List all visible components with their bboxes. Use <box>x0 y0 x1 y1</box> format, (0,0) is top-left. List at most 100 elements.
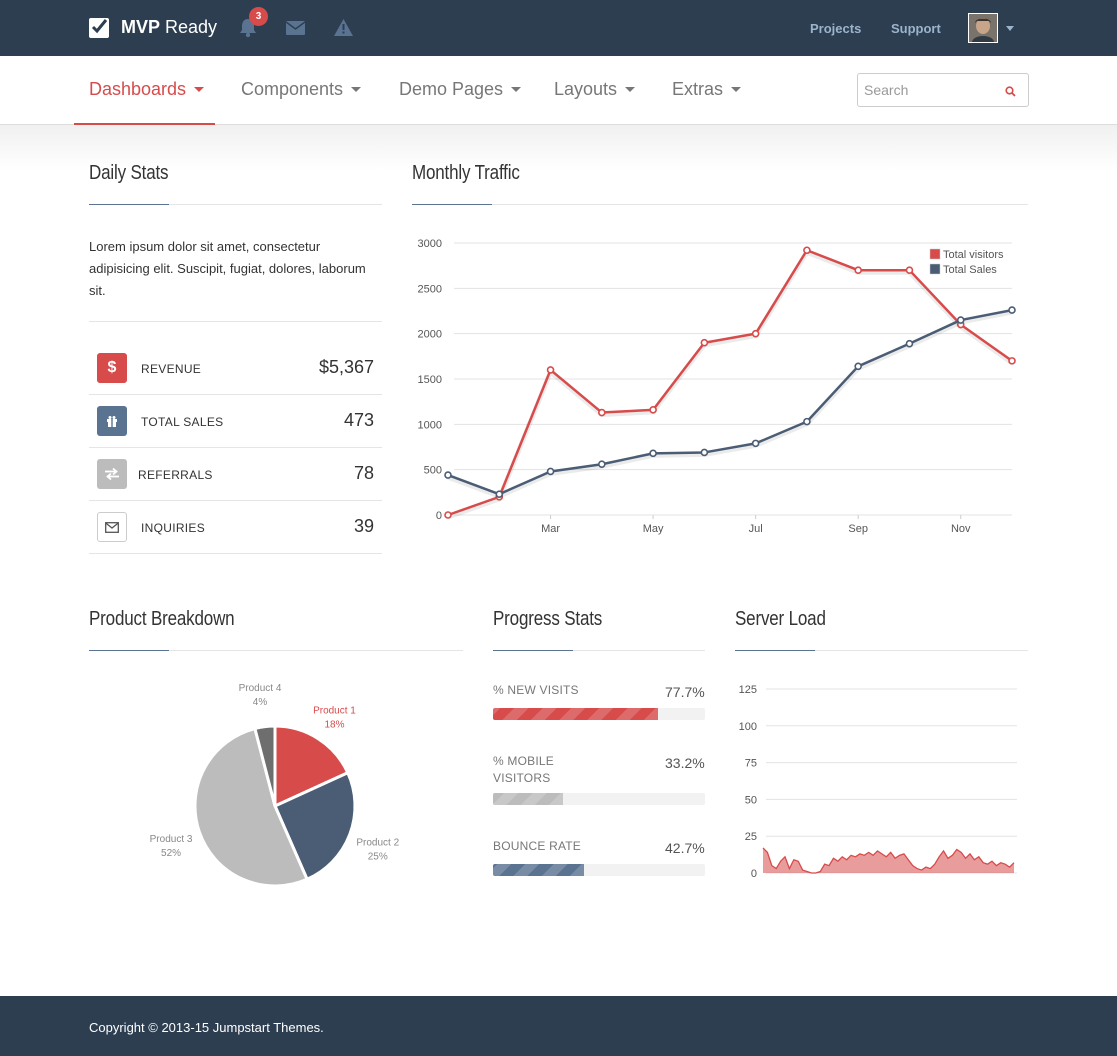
progress-label-bounce-rate: BOUNCE RATE <box>493 838 581 855</box>
chevron-down-icon <box>351 87 361 92</box>
server-load-title: Server Load <box>735 608 826 631</box>
data-point <box>804 419 810 425</box>
y-tick-label: 0 <box>436 510 442 522</box>
progress-label-mobile-visitors: % MOBILE VISITORS <box>493 753 583 787</box>
support-link[interactable]: Support <box>891 21 941 36</box>
nav-demo-pages-label: Demo Pages <box>399 79 503 100</box>
progress-label-new-visits: % NEW VISITS <box>493 682 579 699</box>
avatar[interactable] <box>968 13 998 43</box>
series-line-total-visitors <box>448 250 1012 515</box>
progress-bar-mobile-visitors <box>493 793 705 805</box>
nav-components-label: Components <box>241 79 343 100</box>
dollar-icon: $ <box>97 353 127 383</box>
envelope-icon <box>97 512 127 542</box>
data-point <box>599 410 605 416</box>
data-point <box>1009 307 1015 313</box>
pie-percent-label: 25% <box>368 851 388 862</box>
progress-bar-new-visits <box>493 708 705 720</box>
stat-row-inquiries: INQUIRIES 39 <box>89 501 382 554</box>
y-tick-label: 500 <box>424 465 442 477</box>
stat-label: INQUIRIES <box>141 521 205 535</box>
projects-link[interactable]: Projects <box>810 21 861 36</box>
gift-icon <box>97 406 127 436</box>
y-tick-label: 1000 <box>418 419 442 431</box>
monthly-traffic-divider <box>412 204 1028 205</box>
monthly-traffic-title: Monthly Traffic <box>412 162 520 185</box>
y-tick-label: 3000 <box>418 238 442 250</box>
progress-fill-bounce-rate <box>493 864 584 876</box>
x-tick-label: Mar <box>541 523 560 535</box>
nav-demo-pages[interactable]: Demo Pages <box>399 79 521 100</box>
progress-value-mobile-visitors: 33.2% <box>665 755 705 771</box>
daily-stats-divider <box>89 204 382 205</box>
nav-layouts[interactable]: Layouts <box>554 79 635 100</box>
nav-components[interactable]: Components <box>241 79 361 100</box>
product-breakdown-title: Product Breakdown <box>89 608 234 631</box>
data-point <box>548 468 554 474</box>
warning-icon[interactable] <box>334 19 353 41</box>
search-input[interactable] <box>858 74 998 106</box>
x-tick-label: Jul <box>749 523 763 535</box>
progress-fill-mobile-visitors <box>493 793 563 805</box>
y-tick-label: 50 <box>745 794 757 806</box>
progress-stats-divider <box>493 650 705 651</box>
stat-label: REFERRALS <box>138 468 213 482</box>
chevron-down-icon <box>731 87 741 92</box>
data-point <box>650 450 656 456</box>
data-point <box>958 317 964 323</box>
y-tick-label: 1500 <box>418 374 442 386</box>
data-point <box>1009 358 1015 364</box>
notification-badge: 3 <box>249 7 268 26</box>
pie-percent-label: 18% <box>324 719 344 730</box>
data-point <box>599 461 605 467</box>
nav-extras[interactable]: Extras <box>672 79 741 100</box>
server-load-chart: 0 25 50 75 100 125 <box>730 675 1025 885</box>
chevron-down-icon <box>625 87 635 92</box>
nav-extras-label: Extras <box>672 79 723 100</box>
series-shadow <box>448 252 1012 517</box>
brand-logo[interactable]: MVP Ready <box>89 17 217 38</box>
x-tick-label: Nov <box>951 523 971 535</box>
user-menu-chevron-down-icon[interactable] <box>1006 26 1014 31</box>
pie-label: Product 1 <box>313 705 356 716</box>
footer: Copyright © 2013-15 Jumpstart Themes. <box>0 996 1117 1056</box>
data-point <box>650 407 656 413</box>
y-tick-label: 100 <box>739 721 757 733</box>
data-point <box>906 341 912 347</box>
legend-label: Total visitors <box>943 249 1004 261</box>
stat-label: REVENUE <box>141 362 201 376</box>
product-breakdown-pie-chart: Product 1 18% Product 2 25% Product 3 52% Prod… <box>120 675 440 905</box>
main-navigation: Dashboards Components Demo Pages Layouts… <box>0 56 1117 125</box>
stat-value: 473 <box>344 410 374 431</box>
monthly-traffic-chart: 050010001500200025003000Mar May Jul Sep NovT… <box>404 230 1024 540</box>
y-tick-label: 2500 <box>418 283 442 295</box>
data-point <box>701 340 707 346</box>
progress-bar-bounce-rate <box>493 864 705 876</box>
x-tick-label: May <box>643 523 664 535</box>
pie-percent-label: 52% <box>161 848 181 859</box>
envelope-icon[interactable] <box>286 21 305 40</box>
stat-value: 39 <box>354 516 374 537</box>
copyright-text: Copyright © 2013-15 Jumpstart Themes. <box>89 1020 324 1035</box>
stat-value: $5,367 <box>319 357 374 378</box>
check-logo-icon <box>89 18 109 38</box>
exchange-icon <box>97 459 127 489</box>
brand-name-rest: Ready <box>165 17 217 38</box>
search-icon[interactable] <box>1005 84 1016 102</box>
daily-stats-intro: Lorem ipsum dolor sit amet, consectetur … <box>89 236 384 302</box>
server-load-divider <box>735 650 1028 651</box>
stat-row-revenue: $ REVENUE $5,367 <box>89 342 382 395</box>
data-point <box>445 512 451 518</box>
nav-dashboards[interactable]: Dashboards <box>89 79 204 100</box>
y-tick-label: 25 <box>745 831 757 843</box>
y-tick-label: 125 <box>739 684 757 696</box>
pie-label: Product 4 <box>239 683 282 694</box>
stat-label: TOTAL SALES <box>141 415 223 429</box>
data-point <box>701 449 707 455</box>
legend-swatch <box>930 249 940 259</box>
pie-percent-label: 4% <box>253 697 268 708</box>
server-load-area <box>763 848 1014 873</box>
legend-label: Total Sales <box>943 264 997 276</box>
data-point <box>496 491 502 497</box>
data-point <box>445 472 451 478</box>
